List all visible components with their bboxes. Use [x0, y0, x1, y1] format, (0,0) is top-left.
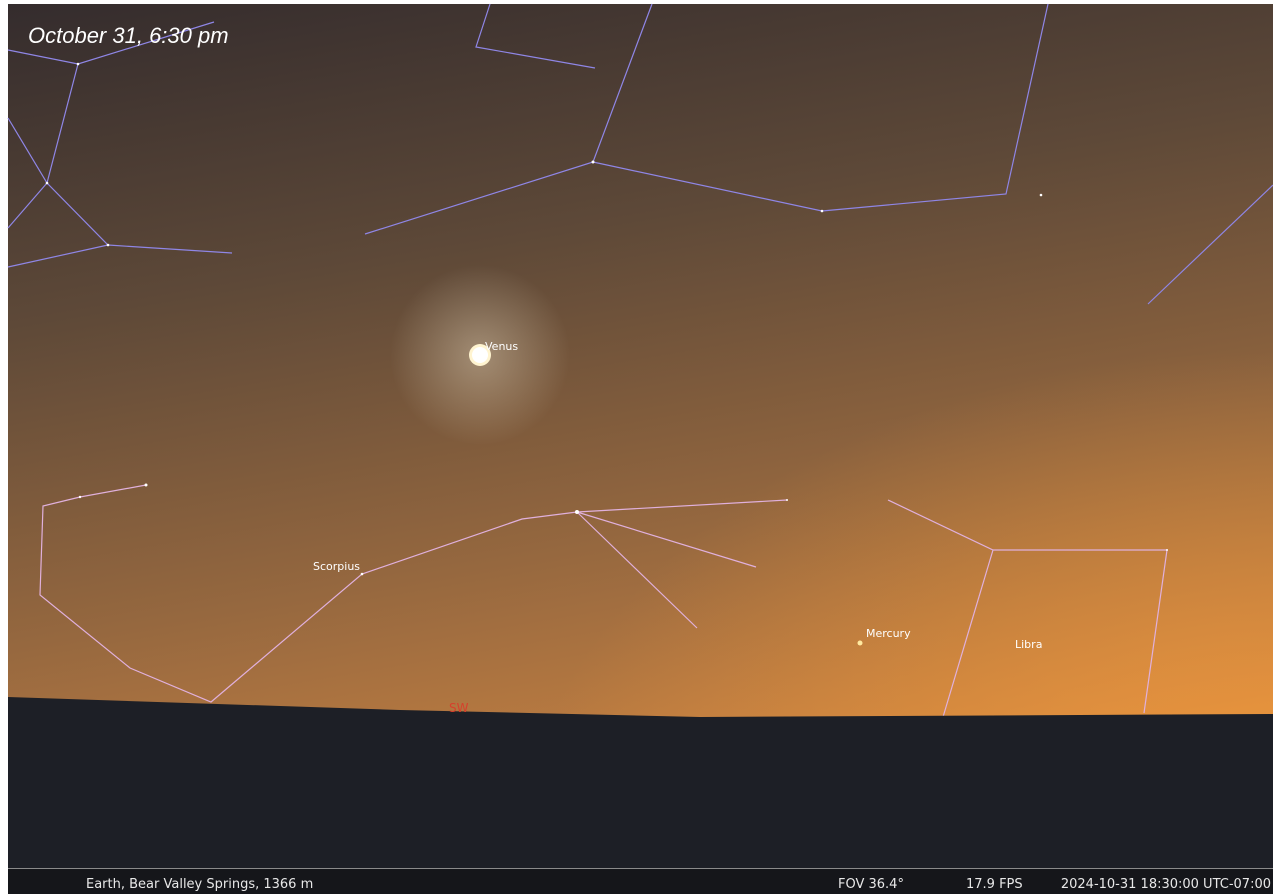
- location: Earth, Bear Valley Springs, 1366 m: [86, 877, 313, 892]
- ground: [8, 697, 1273, 870]
- caption: October 31, 6:30 pm: [28, 23, 229, 48]
- page: October 31, 6:30 pm Venus Scorpius Mercu…: [0, 0, 1273, 894]
- compass-label: SW: [449, 701, 469, 715]
- fov: FOV 36.4°: [838, 877, 904, 892]
- datetime: 2024-10-31 18:30:00 UTC-07:00: [1061, 877, 1271, 892]
- mercury: [858, 641, 863, 646]
- constellation-label: Libra: [1015, 638, 1042, 651]
- planet-label: Mercury: [866, 627, 911, 640]
- stellarium-view: October 31, 6:30 pm Venus Scorpius Mercu…: [0, 0, 1273, 894]
- fps: 17.9 FPS: [966, 877, 1023, 892]
- constellation-label: Scorpius: [313, 560, 360, 573]
- planet-label: Venus: [485, 340, 518, 353]
